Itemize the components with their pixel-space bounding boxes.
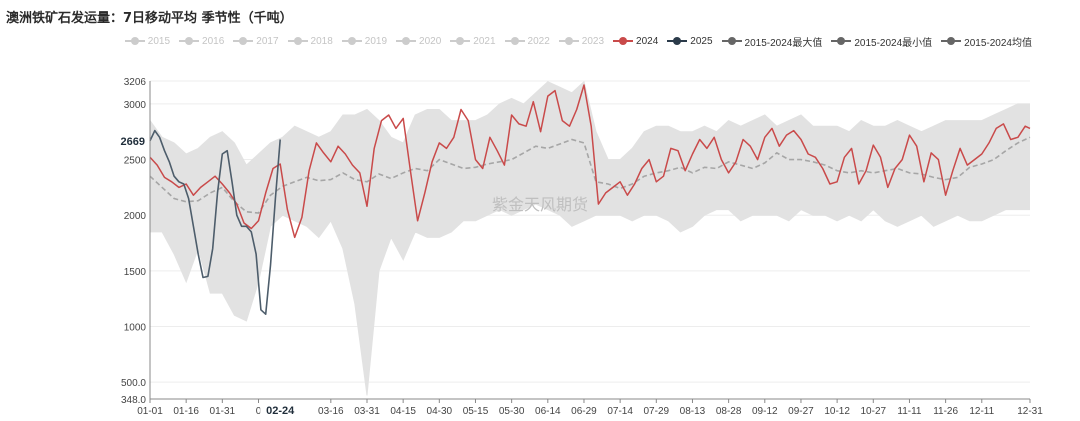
x-tick-label: 10-27: [860, 406, 886, 417]
x-tick-label: 05-15: [463, 406, 489, 417]
legend-label: 2020: [419, 35, 442, 47]
x-tick-label: 09-27: [788, 406, 814, 417]
x-tick-label: 10-12: [824, 406, 850, 417]
x-tick-label: 12-31: [1017, 406, 1043, 417]
chart-title: 澳洲铁矿石发运量：7日移动平均 季节性（千吨）: [6, 11, 293, 26]
legend-item-13[interactable]: 2015-2024均值: [941, 33, 1032, 49]
x-tick-label: 07-14: [607, 406, 633, 417]
x-tick-label: 01-01: [137, 406, 163, 417]
x-tick-label: 01-31: [210, 406, 236, 417]
x-tick-label: 08-28: [716, 406, 742, 417]
x-tick-label: 07-29: [644, 406, 670, 417]
legend-swatch-icon: [831, 36, 852, 46]
y-tick-label: 2000: [124, 211, 147, 222]
x-tick-label: 11-26: [933, 406, 958, 417]
legend-item-2[interactable]: 2017: [233, 33, 279, 49]
legend-item-4[interactable]: 2019: [341, 33, 388, 49]
x-tick-label: 06-29: [571, 406, 597, 417]
legend-item-10[interactable]: 2025: [667, 33, 713, 49]
band-area-max-min: [150, 81, 1030, 396]
legend-label: 2025: [690, 35, 713, 47]
x-tick-label: 04-15: [390, 406, 416, 417]
y-tick-label: 500.0: [121, 378, 146, 389]
x-tick-label: 01-16: [173, 406, 199, 417]
legend-swatch-icon: [504, 36, 525, 46]
x-tick-label: 09-12: [752, 406, 778, 417]
series-lines: [149, 84, 1031, 316]
legend-item-8[interactable]: 2023: [558, 33, 605, 49]
legend-label: 2024: [636, 35, 659, 47]
legend-label: 2023: [581, 35, 605, 47]
x-marker-box: [260, 402, 301, 418]
legend-item-5[interactable]: 2020: [396, 33, 441, 49]
legend-item-6[interactable]: 2021: [450, 33, 496, 49]
legend-label: 2018: [310, 35, 333, 47]
series-line-max: [149, 80, 1030, 166]
legend-item-0[interactable]: 2015: [124, 33, 171, 49]
legend-label: 2015-2024最小值: [854, 37, 933, 49]
legend-label: 2016: [202, 35, 225, 47]
y-tick-label: 3206: [124, 77, 147, 88]
axes: 348.0 500.0 1000 1500 2000 2500 3000 3206 01-01 0…: [121, 77, 1043, 417]
y-tick-label: 1000: [124, 322, 147, 333]
y-tick-label: 348.0: [121, 395, 146, 406]
legend-swatch-icon: [341, 36, 362, 46]
x-tick-label: 11-11: [897, 406, 922, 417]
legend-swatch-icon: [124, 36, 145, 46]
y-tick-label: 2500: [124, 156, 147, 167]
x-tick-label: 04-30: [427, 406, 453, 417]
legend-label: 2019: [364, 35, 388, 47]
legend-swatch-icon: [667, 36, 688, 46]
x-tick-label: 08-13: [680, 406, 706, 417]
legend-label: 2015: [147, 35, 171, 47]
legend-item-7[interactable]: 2022: [504, 33, 550, 49]
watermark: 紫金天风期货: [492, 195, 588, 214]
y-marker-box: [112, 132, 148, 149]
legend-swatch-icon: [941, 36, 962, 46]
axis-markers: 2669 02-24: [112, 132, 301, 418]
legend-label: 2017: [256, 35, 279, 47]
legend-label: 2021: [473, 35, 496, 47]
legend-swatch-icon: [287, 36, 308, 46]
legend-swatch-icon: [558, 36, 579, 46]
y-tick-label: 3000: [124, 100, 147, 111]
x-tick-label: 12-11: [969, 406, 994, 417]
legend-swatch-icon: [613, 36, 634, 46]
series-line-2024: [149, 84, 1031, 239]
y-marker-label: 2669: [121, 136, 145, 148]
legend-swatch-icon: [233, 36, 254, 46]
legend-swatch-icon: [721, 36, 742, 46]
legend-item-9[interactable]: 2024: [613, 33, 658, 49]
legend-item-1[interactable]: 2016: [179, 33, 224, 49]
x-tick-label: 03-31: [354, 406, 380, 417]
legend-item-3[interactable]: 2018: [287, 33, 333, 49]
chart-legend: 2015 2016 2017 2018 2019 2020 2021 2022 2023 2024…: [0, 33, 1080, 49]
x-tick-label: 03-16: [318, 406, 344, 417]
legend-swatch-icon: [450, 36, 471, 46]
legend-item-11[interactable]: 2015-2024最大值: [721, 33, 823, 49]
legend-swatch-icon: [396, 36, 417, 46]
legend-item-12[interactable]: 2015-2024最小值: [831, 33, 932, 49]
x-tick-label: 0: [256, 406, 262, 417]
min-max-band: [149, 80, 1030, 396]
x-marker-label: 02-24: [266, 405, 295, 417]
series-line-2025: [149, 129, 281, 316]
x-tick-label: 06-14: [535, 406, 561, 417]
legend-swatch-icon: [179, 36, 200, 46]
legend-label: 2015-2024均值: [964, 37, 1032, 49]
series-line-min: [150, 203, 1030, 396]
y-tick-label: 1500: [124, 267, 147, 278]
x-tick-label: 05-30: [499, 406, 525, 417]
legend-label: 2022: [527, 35, 550, 47]
legend-label: 2015-2024最大值: [744, 37, 823, 49]
